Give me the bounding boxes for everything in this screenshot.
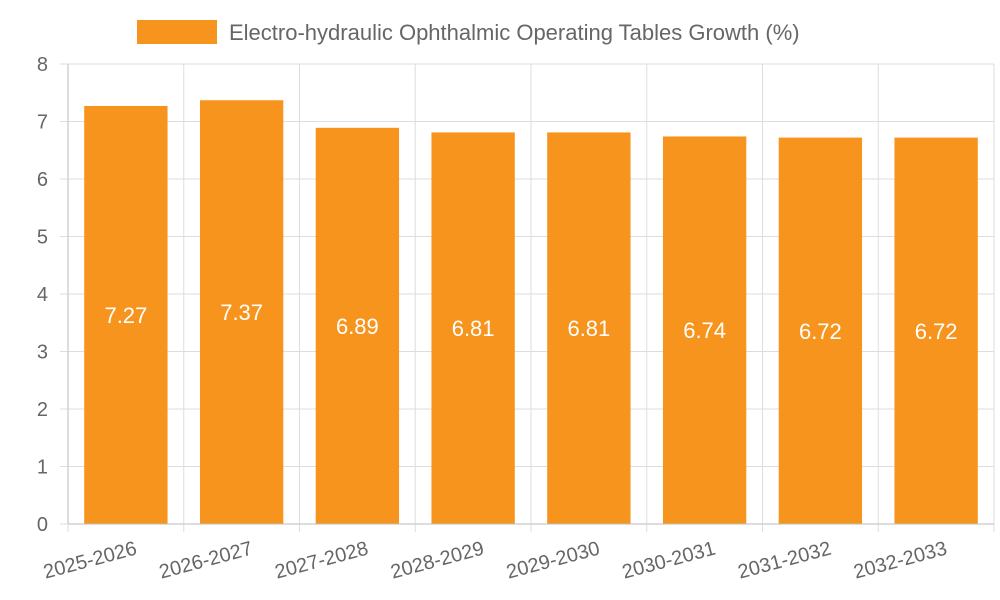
y-tick-label: 4 — [37, 284, 48, 306]
data-label: 6.81 — [567, 316, 610, 341]
bar[interactable] — [199, 100, 284, 524]
bar[interactable] — [778, 137, 863, 524]
y-tick-label: 6 — [37, 169, 48, 191]
data-labels: 7.27 7.37 6.89 6.81 6.81 6.74 6.72 6.72 — [104, 300, 957, 344]
x-tick-label: 2030-2031 — [620, 538, 718, 584]
y-tick-label: 1 — [37, 457, 48, 479]
legend-swatch — [137, 20, 217, 44]
bar[interactable] — [662, 136, 747, 524]
data-label: 6.89 — [336, 314, 379, 339]
y-tick-label: 8 — [37, 54, 48, 76]
x-tick-label: 2027-2028 — [273, 538, 371, 584]
bar[interactable] — [431, 132, 515, 525]
y-tick-label: 2 — [37, 399, 48, 421]
data-label: 6.81 — [452, 316, 495, 341]
x-tick-label: 2029-2030 — [504, 538, 602, 584]
bar[interactable] — [894, 137, 978, 524]
x-axis-ticks: 2025-2026 2026-2027 2027-2028 2028-2029 2029… — [41, 538, 949, 584]
bar[interactable] — [84, 105, 168, 524]
data-label: 7.27 — [104, 303, 147, 328]
x-tick-label: 2026-2027 — [157, 538, 255, 584]
bar[interactable] — [547, 132, 631, 525]
axes — [60, 63, 995, 532]
legend-label: Electro-hydraulic Ophthalmic Operating T… — [229, 20, 800, 45]
bars — [84, 100, 978, 525]
x-tick-label: 2025-2026 — [41, 538, 139, 584]
bar[interactable] — [315, 127, 400, 524]
data-label: 6.72 — [915, 319, 958, 344]
y-tick-label: 5 — [37, 227, 48, 249]
y-tick-label: 3 — [37, 342, 48, 364]
y-tick-label: 7 — [37, 112, 48, 134]
x-tick-label: 2031-2032 — [736, 538, 834, 584]
x-tick-label: 2028-2029 — [388, 538, 486, 584]
data-label: 6.72 — [799, 319, 842, 344]
y-tick-label: 0 — [37, 514, 48, 536]
data-label: 6.74 — [683, 318, 726, 343]
data-label: 7.37 — [220, 300, 263, 325]
y-axis-ticks: 0 1 2 3 4 5 6 7 8 — [37, 54, 48, 536]
legend[interactable]: Electro-hydraulic Ophthalmic Operating T… — [137, 20, 800, 45]
x-tick-label: 2032-2033 — [851, 538, 949, 584]
